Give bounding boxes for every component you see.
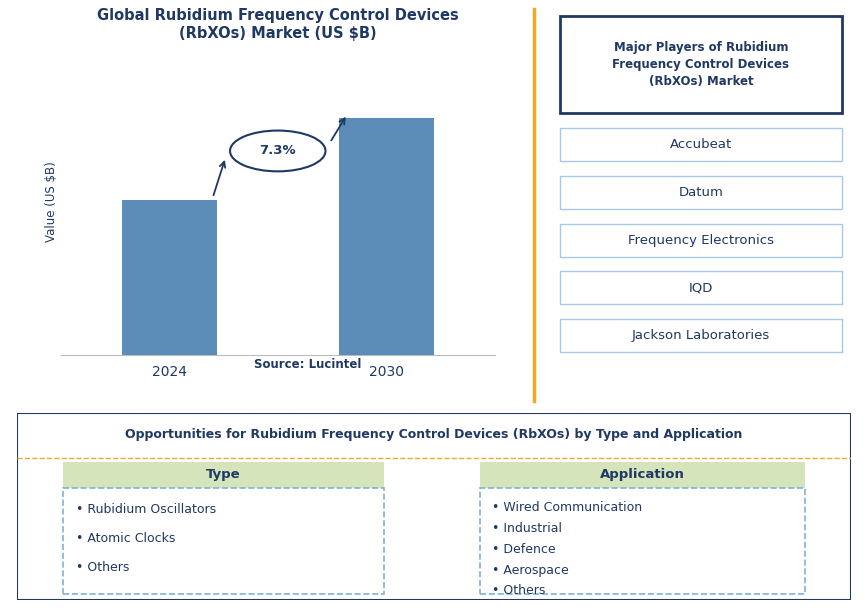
Text: Major Players of Rubidium
Frequency Control Devices
(RbXOs) Market: Major Players of Rubidium Frequency Cont… — [613, 41, 789, 88]
Text: • Industrial: • Industrial — [492, 522, 562, 535]
FancyBboxPatch shape — [480, 461, 805, 488]
Text: • Wired Communication: • Wired Communication — [492, 501, 642, 514]
FancyBboxPatch shape — [560, 176, 842, 209]
Text: Accubeat: Accubeat — [670, 138, 732, 151]
Bar — [122, 200, 217, 355]
Text: 7.3%: 7.3% — [260, 144, 296, 157]
FancyBboxPatch shape — [480, 488, 805, 594]
Text: • Defence: • Defence — [492, 543, 556, 556]
Text: IQD: IQD — [688, 282, 713, 294]
FancyBboxPatch shape — [560, 223, 842, 256]
FancyBboxPatch shape — [63, 488, 384, 594]
Text: Frequency Electronics: Frequency Electronics — [628, 234, 774, 247]
Text: • Others: • Others — [492, 584, 546, 597]
FancyBboxPatch shape — [560, 16, 842, 113]
Bar — [339, 118, 434, 355]
Y-axis label: Value (US $B): Value (US $B) — [45, 162, 58, 242]
Text: Datum: Datum — [679, 186, 723, 199]
Text: Jackson Laboratories: Jackson Laboratories — [632, 329, 770, 342]
Text: • Atomic Clocks: • Atomic Clocks — [76, 532, 175, 545]
Text: • Rubidium Oscillators: • Rubidium Oscillators — [76, 502, 216, 516]
Text: Type: Type — [207, 468, 241, 481]
Title: Global Rubidium Frequency Control Devices
(RbXOs) Market (US $B): Global Rubidium Frequency Control Device… — [97, 9, 458, 41]
Text: Source: Lucintel: Source: Lucintel — [254, 358, 362, 371]
Text: Application: Application — [600, 468, 685, 481]
FancyBboxPatch shape — [560, 319, 842, 353]
Text: • Others: • Others — [76, 561, 129, 573]
FancyBboxPatch shape — [17, 413, 851, 600]
FancyBboxPatch shape — [560, 128, 842, 161]
Text: Opportunities for Rubidium Frequency Control Devices (RbXOs) by Type and Applica: Opportunities for Rubidium Frequency Con… — [125, 428, 743, 441]
FancyBboxPatch shape — [560, 272, 842, 305]
FancyBboxPatch shape — [63, 461, 384, 488]
Text: • Aerospace: • Aerospace — [492, 564, 569, 577]
